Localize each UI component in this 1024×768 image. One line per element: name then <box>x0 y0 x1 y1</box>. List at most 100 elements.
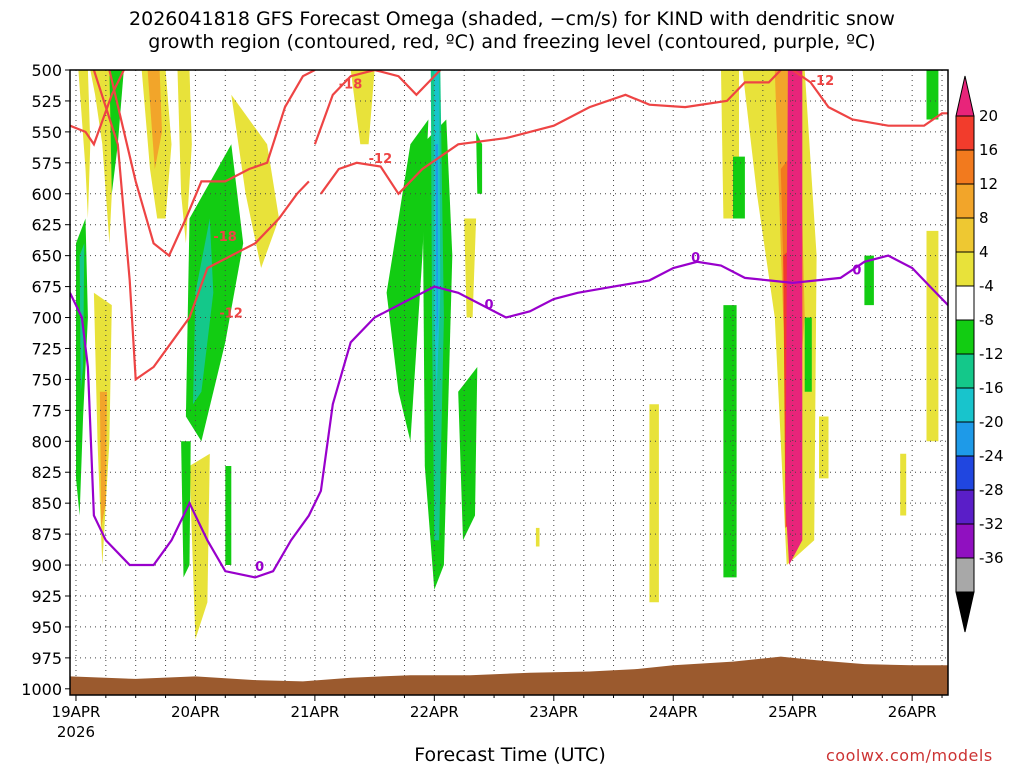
colorbar-bin <box>955 455 975 491</box>
omega-shade <box>147 70 162 169</box>
y-tick-label: 700 <box>31 309 62 328</box>
omega-shade <box>231 94 279 268</box>
omega-shade <box>819 416 829 479</box>
colorbar-bin <box>955 421 975 457</box>
dgz-contour-label: -12 <box>369 152 393 167</box>
colorbar-label: 4 <box>979 243 989 261</box>
omega-shade <box>733 156 745 219</box>
dgz-contour-label: -18 <box>213 230 237 245</box>
y-tick-label: 650 <box>31 247 62 266</box>
x-tick-sublabel: 2026 <box>57 723 95 741</box>
y-tick-label: 575 <box>31 154 62 173</box>
chart-title-line-1: 2026041818 GFS Forecast Omega (shaded, −… <box>129 8 895 30</box>
omega-shade <box>535 527 540 547</box>
omega-shade <box>464 218 477 318</box>
y-tick-label: 625 <box>31 216 62 235</box>
plot-frame <box>69 69 949 696</box>
terrain-fill <box>70 656 948 695</box>
omega-shade <box>193 218 214 405</box>
dgz-contour-label: -12 <box>219 307 243 322</box>
y-tick-label: 850 <box>31 494 62 513</box>
omega-shade <box>926 230 939 442</box>
dgz-contour-label: -18 <box>339 78 363 93</box>
omega-shade <box>926 70 939 120</box>
x-tick-label: 26APR <box>888 703 937 721</box>
omega-shade <box>177 70 192 244</box>
y-tick-label: 775 <box>31 401 62 420</box>
freezing-contour-label: 0 <box>255 560 264 575</box>
omega-shade <box>900 453 907 516</box>
contours: -18 -12 -12 -18 -12 0 0 0 0 <box>70 70 948 579</box>
dgz-contour-line <box>313 70 442 145</box>
colorbar-bin <box>955 183 975 219</box>
y-tick-label: 500 <box>31 61 62 80</box>
colorbar-bottom-arrow <box>955 591 975 633</box>
omega-shade <box>189 453 210 640</box>
y-tick-label: 550 <box>31 123 62 142</box>
colorbar-label: 20 <box>979 107 998 125</box>
colorbar-label: -28 <box>979 481 1004 499</box>
colorbar-bin <box>955 319 975 355</box>
colorbar-label: 8 <box>979 209 989 227</box>
omega-shade <box>435 144 438 343</box>
site-credit: coolwx.com/models <box>826 746 993 765</box>
freezing-contour-label: 0 <box>691 251 700 266</box>
omega-shade <box>864 255 874 306</box>
colorbar-label: -24 <box>979 447 1004 465</box>
omega-shade <box>649 404 659 603</box>
y-tick-label: 975 <box>31 649 62 668</box>
colorbar-bin <box>955 523 975 559</box>
omega-shade <box>99 391 107 528</box>
colorbar-bin <box>955 557 975 593</box>
omega-shade <box>225 466 232 565</box>
freezing-contour-label: 0 <box>852 263 861 278</box>
colorbar-label: 16 <box>979 141 998 159</box>
grid <box>70 70 948 695</box>
colorbar-bin <box>955 149 975 185</box>
dgz-contour-line <box>792 70 948 127</box>
freezing-contour-line <box>70 254 948 579</box>
omega-shade <box>476 131 483 194</box>
x-axis-title: Forecast Time (UTC) <box>414 744 606 766</box>
y-tick-label: 950 <box>31 618 62 637</box>
omega-shade <box>386 119 429 442</box>
freezing-contour-label: 0 <box>485 298 494 313</box>
omega-shading <box>76 70 939 640</box>
colorbar-label: -4 <box>979 277 994 295</box>
omega-shade <box>350 70 375 145</box>
y-tick-label: 525 <box>31 92 62 111</box>
y-tick-label: 825 <box>31 463 62 482</box>
colorbar-label: 12 <box>979 175 998 193</box>
x-tick-label: 23APR <box>529 703 578 721</box>
omega-shade <box>109 70 124 194</box>
chart-title: 2026041818 GFS Forecast Omega (shaded, −… <box>0 8 1024 54</box>
colorbar-bin <box>955 217 975 253</box>
y-tick-label: 675 <box>31 278 62 297</box>
colorbar-label: -16 <box>979 379 1004 397</box>
colorbar-label: -32 <box>979 515 1004 533</box>
dgz-contour-line <box>320 70 782 196</box>
y-tick-label: 725 <box>31 339 62 358</box>
colorbar-bin <box>955 353 975 389</box>
dgz-contour-line <box>92 70 310 382</box>
colorbar-bin <box>955 115 975 151</box>
y-tick-label: 800 <box>31 432 62 451</box>
colorbar: 20 16 12 8 4 -4 -8 -12 -16 -20 -24 -28 -32 -36 <box>955 75 1004 633</box>
y-tick-label: 600 <box>31 185 62 204</box>
colorbar-label: -8 <box>979 311 994 329</box>
y-tick-label: 900 <box>31 556 62 575</box>
x-tick-label: 22APR <box>410 703 459 721</box>
omega-shade <box>458 367 478 541</box>
dgz-contour-line <box>70 70 125 147</box>
y-tick-label: 750 <box>31 370 62 389</box>
x-tick-label: 24APR <box>649 703 698 721</box>
colorbar-top-arrow <box>955 75 975 117</box>
colorbar-label: -12 <box>979 345 1004 363</box>
dgz-contour-line <box>108 70 316 258</box>
y-tick-label: 925 <box>31 587 62 606</box>
colorbar-label: -20 <box>979 413 1004 431</box>
x-tick-label: 20APR <box>171 703 220 721</box>
omega-shade <box>785 70 803 565</box>
y-tick-label: 875 <box>31 525 62 544</box>
